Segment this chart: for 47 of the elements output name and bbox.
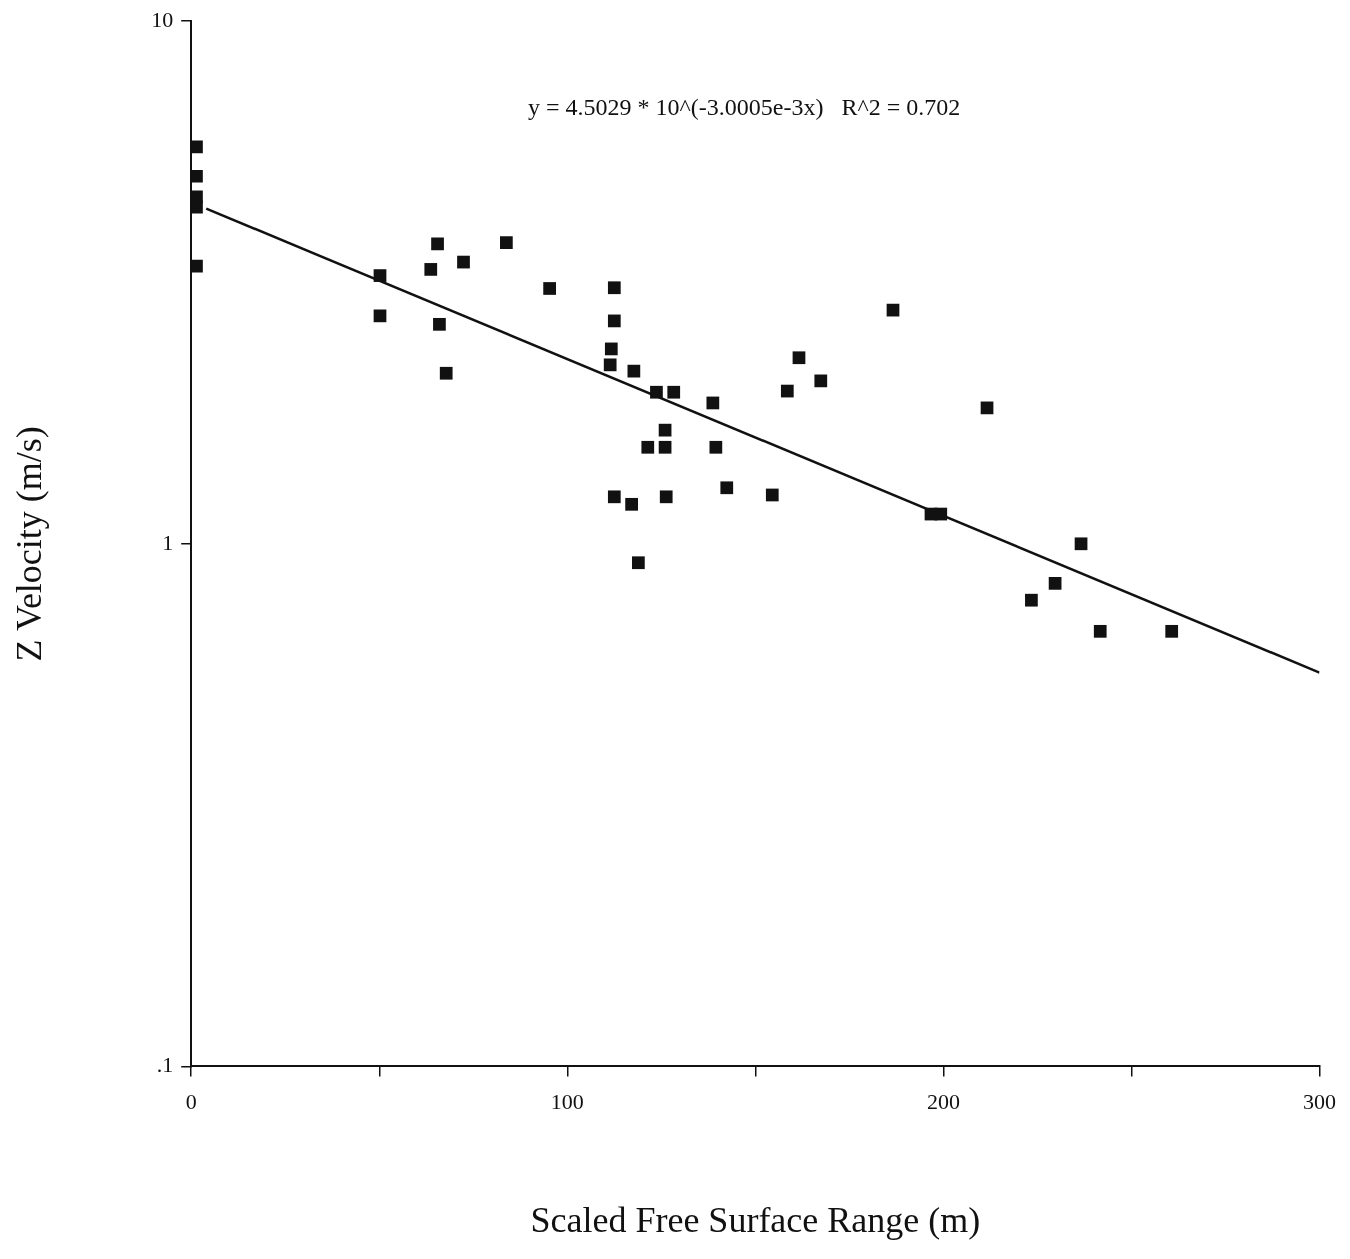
y-axis-title: Z Velocity (m/s) bbox=[9, 426, 50, 662]
point bbox=[659, 490, 673, 504]
point bbox=[543, 282, 556, 295]
point bbox=[814, 374, 828, 388]
point bbox=[433, 317, 446, 331]
point bbox=[373, 269, 387, 282]
y-tick-label: 1 bbox=[162, 529, 174, 555]
point bbox=[607, 490, 621, 504]
point bbox=[191, 140, 203, 154]
point bbox=[720, 481, 734, 495]
x-tick-label: 0 bbox=[185, 1089, 197, 1115]
point bbox=[500, 236, 513, 249]
x-axis-title: Scaled Free Surface Range (m) bbox=[530, 1199, 981, 1240]
point bbox=[1093, 624, 1107, 638]
point bbox=[706, 396, 720, 410]
point bbox=[792, 351, 806, 365]
point bbox=[1025, 593, 1038, 607]
point bbox=[603, 358, 617, 372]
x-tick-label: 100 bbox=[550, 1089, 584, 1115]
y-tick-label: .1 bbox=[156, 1052, 174, 1078]
point bbox=[604, 342, 618, 356]
point bbox=[641, 440, 655, 454]
point bbox=[1165, 624, 1179, 638]
point bbox=[457, 255, 470, 269]
point bbox=[1074, 537, 1088, 551]
point bbox=[607, 314, 621, 328]
point bbox=[709, 440, 723, 454]
point bbox=[632, 556, 645, 570]
x-tick-label: 300 bbox=[1303, 1089, 1336, 1115]
point bbox=[431, 237, 444, 251]
point bbox=[650, 385, 663, 399]
x-tick-label: 200 bbox=[926, 1089, 960, 1115]
point bbox=[934, 507, 948, 521]
point bbox=[607, 281, 621, 295]
point bbox=[658, 440, 672, 454]
point bbox=[439, 366, 453, 380]
point bbox=[667, 385, 681, 399]
point bbox=[658, 423, 672, 437]
point bbox=[191, 169, 203, 183]
point bbox=[424, 263, 438, 276]
point bbox=[1048, 577, 1062, 590]
point bbox=[625, 497, 638, 511]
annotation: y = 4.5029 * 10^(-3.0005e-3x) R^2 = 0.702 bbox=[527, 94, 961, 121]
y-tick-label: 10 bbox=[151, 6, 174, 32]
point bbox=[373, 309, 387, 323]
point bbox=[780, 384, 794, 398]
point bbox=[765, 488, 779, 502]
